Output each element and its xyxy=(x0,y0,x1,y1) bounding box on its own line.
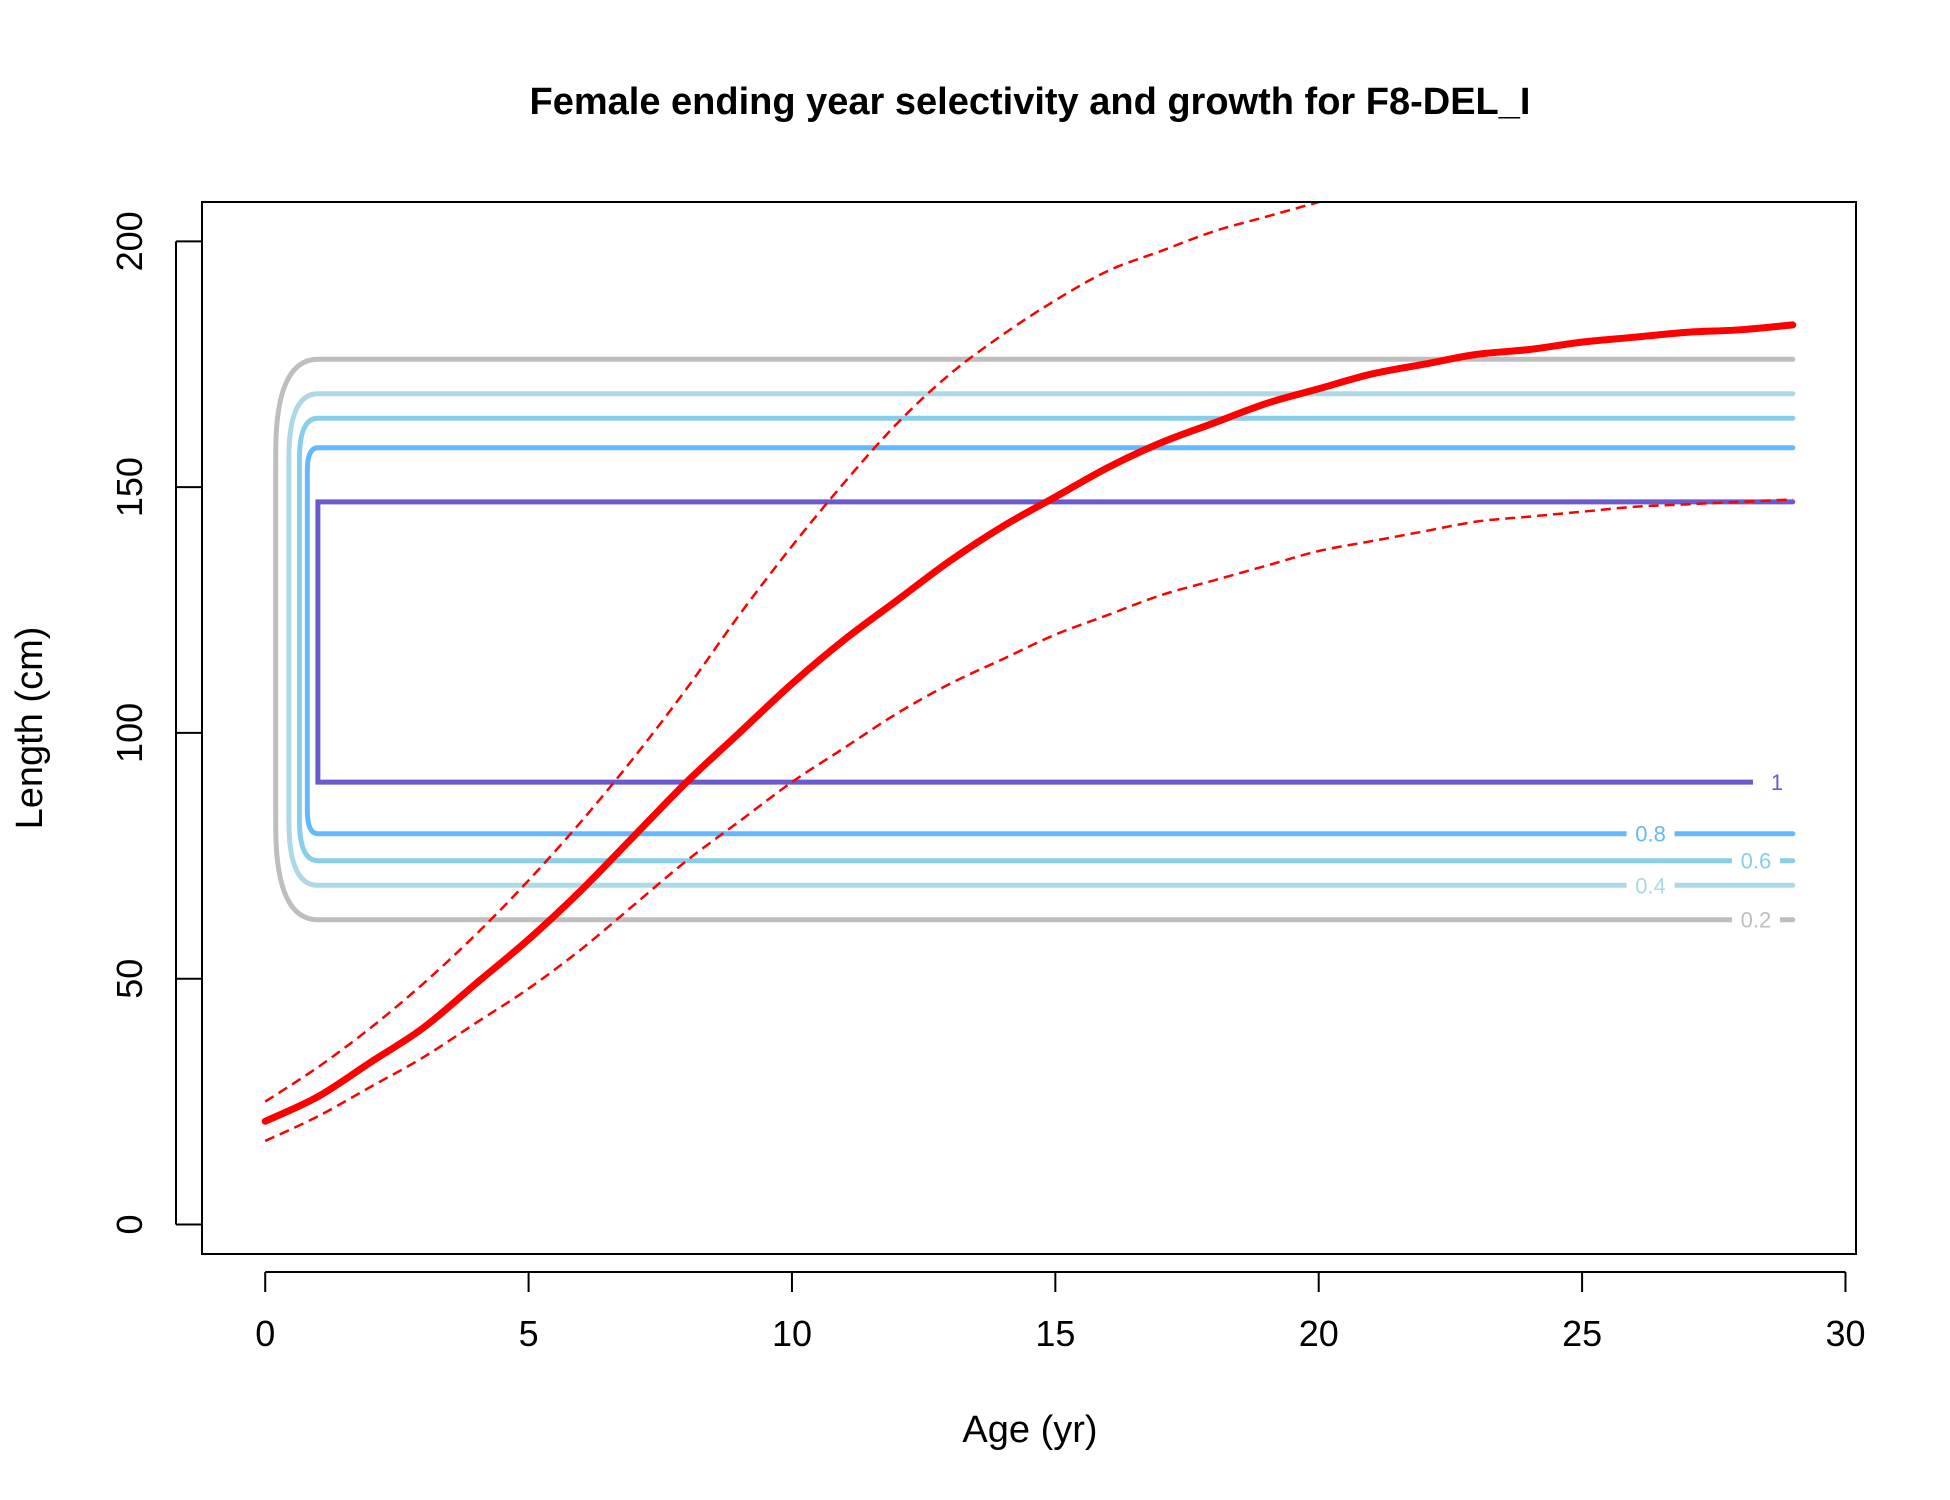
contour-line-1 xyxy=(315,499,1796,785)
contour-line-0-2 xyxy=(273,356,1796,923)
contour-line-0-8 xyxy=(304,445,1796,837)
y-axis-label: Length (cm) xyxy=(9,627,51,830)
y-tick-label: 0 xyxy=(109,1214,150,1234)
y-tick-label: 50 xyxy=(109,959,150,999)
growth-lower-interval xyxy=(264,498,1793,1143)
x-tick-label: 10 xyxy=(772,1313,812,1354)
contour-label-gap xyxy=(1731,846,1780,875)
contour-line-0-6 xyxy=(296,415,1796,864)
growth-curves xyxy=(261,202,1797,1143)
x-tick-label: 15 xyxy=(1035,1313,1075,1354)
contour-label-0-4: 0.4 xyxy=(1635,873,1666,898)
x-tick-label: 5 xyxy=(519,1313,539,1354)
chart-title: Female ending year selectivity and growt… xyxy=(530,81,1531,123)
x-tick-label: 30 xyxy=(1825,1313,1865,1354)
contour-line-0-4 xyxy=(286,391,1796,888)
y-tick-label: 100 xyxy=(109,703,150,763)
x-tick-label: 20 xyxy=(1299,1313,1339,1354)
x-axis: 0 5 10 15 20 25 30 xyxy=(255,1271,1865,1354)
x-tick-label: 25 xyxy=(1562,1313,1602,1354)
growth-upper-interval xyxy=(264,202,1324,1103)
contour-label-gap xyxy=(1626,819,1675,848)
contour-label-gap xyxy=(1626,871,1675,900)
contour-label-0-2: 0.2 xyxy=(1741,908,1772,933)
contour-label-0-6: 0.6 xyxy=(1741,849,1772,874)
contour-label-gap xyxy=(1752,768,1801,797)
contour-label-0-8: 0.8 xyxy=(1635,822,1666,847)
x-axis-label: Age (yr) xyxy=(962,1409,1097,1451)
y-tick-label: 200 xyxy=(109,211,150,271)
y-axis: 0 50 100 150 200 xyxy=(109,211,202,1235)
plot-frame xyxy=(201,201,1857,1255)
contour-label-1: 1 xyxy=(1771,770,1783,795)
contour-label-gap xyxy=(1731,905,1780,934)
growth-mean-curve xyxy=(261,321,1797,1125)
y-tick-label: 150 xyxy=(109,457,150,517)
x-tick-label: 0 xyxy=(255,1313,275,1354)
contour-lines: 0.2 0.4 0.6 0.8 1 xyxy=(273,356,1801,934)
